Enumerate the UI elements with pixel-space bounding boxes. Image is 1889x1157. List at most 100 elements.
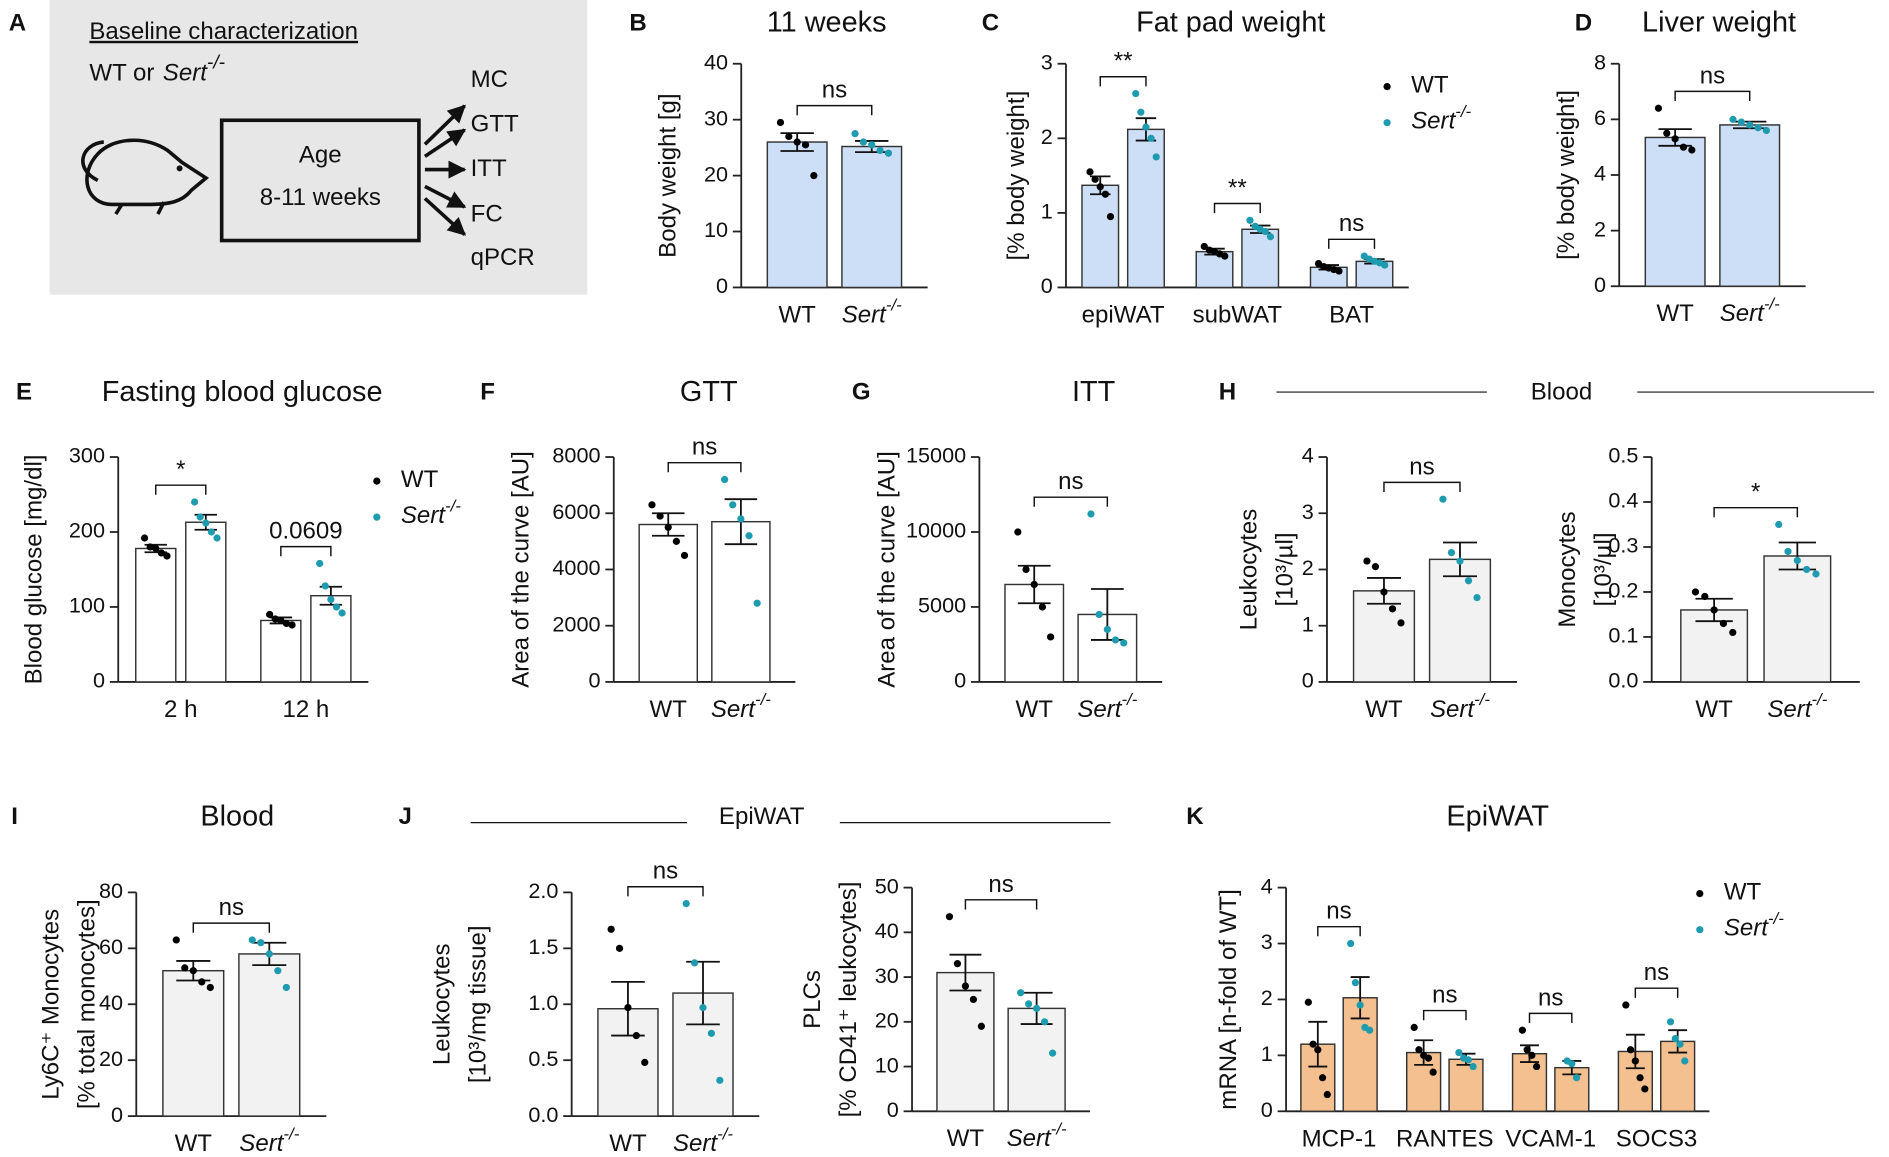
data-point <box>1737 118 1745 126</box>
data-point <box>1464 577 1473 585</box>
data-point <box>1681 1057 1689 1065</box>
data-point <box>1111 636 1120 644</box>
label-sup: -/- <box>1768 910 1784 929</box>
diagram-title: Baseline characterization <box>89 18 358 45</box>
y-axis-label: [10³/µl] <box>1271 532 1298 606</box>
label-sup: -/- <box>1455 103 1471 122</box>
bar <box>260 619 302 683</box>
y-tick-label: 2 <box>1041 124 1053 149</box>
significance-bracket <box>1674 90 1751 102</box>
significance-bracket <box>1328 238 1376 249</box>
data-point <box>1518 1026 1526 1034</box>
data-point <box>641 1058 649 1067</box>
x-tick-label: WT <box>175 1130 213 1157</box>
box-line: Age <box>299 142 342 169</box>
data-point <box>1473 593 1481 602</box>
data-point <box>332 603 341 611</box>
y-axis-label: [10³/mg tissue] <box>464 925 491 1083</box>
y-tick-label: 2 <box>1302 555 1314 580</box>
data-point <box>868 141 876 149</box>
data-point <box>1663 129 1671 137</box>
significance-bracket <box>1383 481 1461 492</box>
data-point <box>1030 580 1038 589</box>
legend-marker <box>1696 890 1704 898</box>
data-point <box>656 512 664 520</box>
data-point <box>274 967 282 975</box>
label-sup: -/- <box>1764 295 1780 314</box>
data-point <box>1523 1046 1531 1054</box>
y-tick-label: 0.5 <box>1608 443 1638 468</box>
data-point <box>1754 124 1762 132</box>
data-point <box>1688 146 1696 154</box>
label-text: WT <box>401 466 439 493</box>
bar <box>135 547 177 683</box>
y-tick-label: 80 <box>99 878 123 903</box>
chart-title: EpiWAT <box>1446 800 1549 832</box>
data-point <box>282 619 291 628</box>
data-point <box>1803 565 1811 574</box>
y-tick-label: 5000 <box>918 593 966 618</box>
y-tick-label: 0 <box>1594 272 1606 297</box>
y-axis-label: Leukocytes <box>1235 509 1262 631</box>
panel-a: A Baseline characterization WT or Sert-/-… <box>9 0 588 295</box>
significance-bracket <box>1422 1009 1467 1021</box>
y-tick-label: 0 <box>954 668 966 693</box>
data-point <box>884 149 893 157</box>
error-bar <box>1668 1029 1688 1054</box>
mouse-eye <box>176 165 183 172</box>
data-point <box>690 959 699 967</box>
y-tick-label: 10 <box>875 1052 899 1077</box>
y-tick-label: 300 <box>69 443 105 468</box>
y-tick-label: 40 <box>875 918 899 943</box>
y-tick-label: 10000 <box>906 518 966 543</box>
data-point <box>1033 1004 1041 1013</box>
panel-letter: C <box>982 9 999 36</box>
subtitle-italic: Sert <box>163 60 208 87</box>
x-tick-label: WT <box>1365 696 1403 723</box>
data-point <box>190 498 199 506</box>
data-point <box>1415 1046 1423 1054</box>
data-point <box>1086 168 1094 176</box>
x-tick-label: Sert-/- <box>842 296 902 329</box>
data-point <box>1347 939 1355 948</box>
y-tick-label: 1.5 <box>528 934 558 959</box>
x-tick-label: subWAT <box>1193 302 1283 329</box>
y-tick-label: 0 <box>111 1102 123 1127</box>
significance-label: ns <box>1058 468 1083 495</box>
bar <box>1644 136 1706 287</box>
y-tick-label: 0 <box>588 668 600 693</box>
significance-bracket <box>1213 202 1261 214</box>
panel-letter: E <box>16 379 32 406</box>
data-point <box>1246 216 1254 224</box>
data-point <box>737 515 745 523</box>
label-sup: -/- <box>1051 1120 1067 1139</box>
arrow <box>423 104 466 146</box>
data-point <box>1439 495 1447 503</box>
data-point <box>1380 588 1388 596</box>
data-point <box>1676 1040 1684 1048</box>
bar <box>1719 124 1781 287</box>
data-point <box>977 1022 985 1030</box>
data-point <box>1304 998 1312 1006</box>
data-point <box>1318 1074 1327 1082</box>
data-point <box>1363 557 1371 565</box>
data-point <box>1666 1018 1675 1026</box>
significance-bracket <box>1317 925 1361 937</box>
legend-marker <box>373 513 381 521</box>
data-point <box>152 544 160 553</box>
label-text: Sert <box>1720 300 1765 327</box>
y-tick-label: 0.3 <box>1608 533 1638 558</box>
y-tick-label: 0.5 <box>528 1046 558 1071</box>
panel-letter: G <box>852 379 871 406</box>
chart-title: Fat pad weight <box>1136 7 1325 39</box>
data-point <box>248 936 256 944</box>
label-text: Sert <box>1430 696 1475 723</box>
data-point <box>206 983 214 992</box>
bar <box>310 594 352 683</box>
subtitle-text: WT or <box>89 60 154 87</box>
data-point <box>1710 606 1718 614</box>
data-point <box>1388 605 1397 613</box>
data-point <box>1221 252 1229 260</box>
panel-letter: J <box>398 803 411 830</box>
y-tick-label: 6 <box>1594 105 1606 130</box>
